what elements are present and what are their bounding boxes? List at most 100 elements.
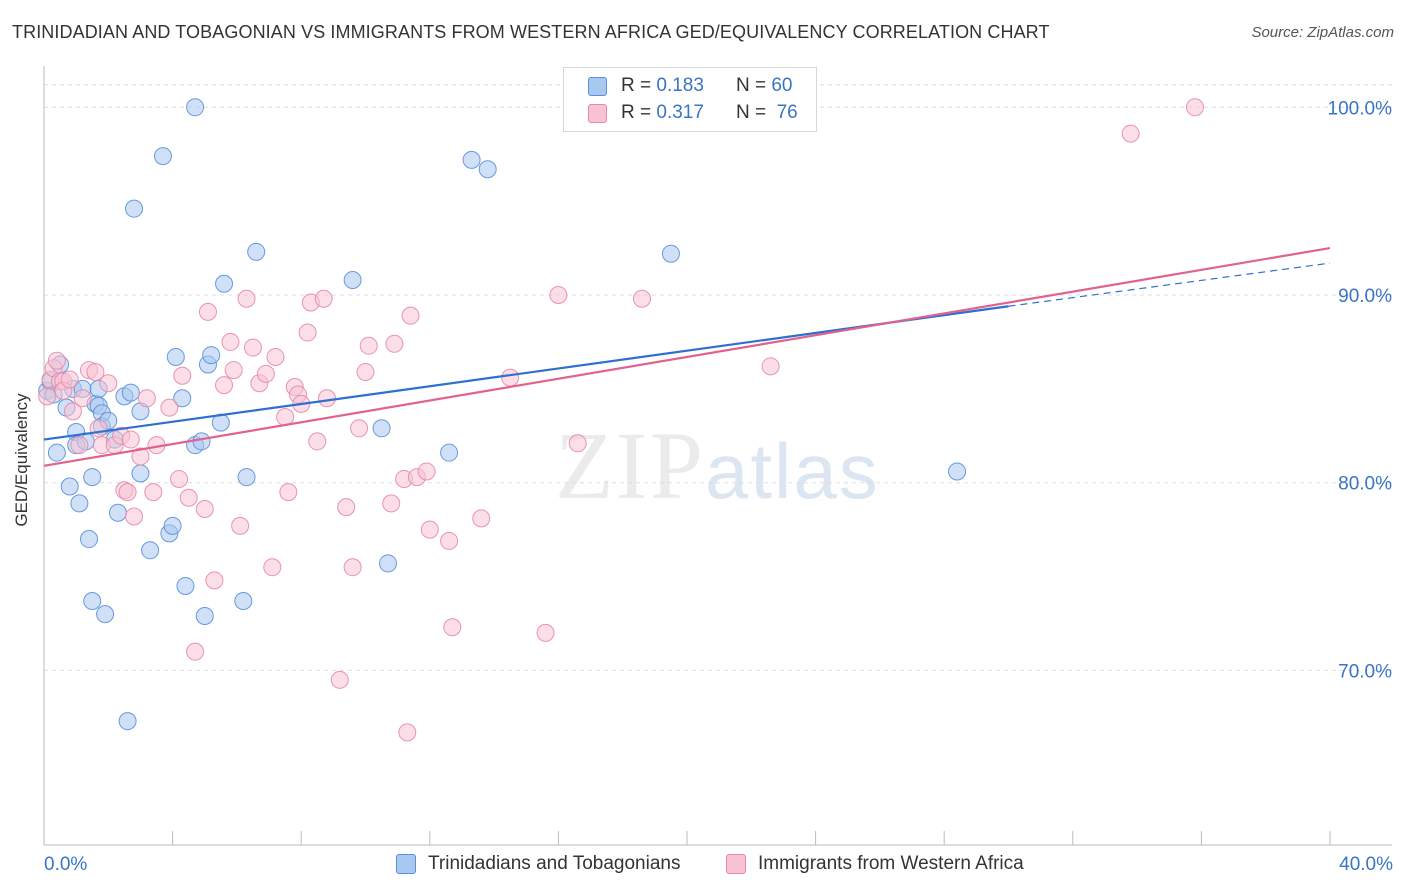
blue-data-point	[163, 516, 182, 535]
legend-swatch-pink	[588, 103, 607, 123]
pink-data-point	[1121, 124, 1140, 143]
pink-data-point	[761, 357, 780, 376]
legend-r-label: R =	[621, 75, 652, 96]
pink-data-point	[195, 499, 214, 518]
pink-data-point	[73, 389, 92, 408]
pink-data-point	[179, 488, 198, 507]
blue-data-point	[96, 605, 115, 624]
pink-data-point	[298, 323, 317, 342]
stats-legend: R = 0.183 N = 60 R = 0.317 N = 76	[563, 67, 817, 132]
blue-data-point	[372, 419, 391, 438]
blue-data-point	[83, 468, 102, 487]
blue-data-point	[192, 432, 211, 451]
pink-data-point	[170, 469, 189, 488]
blue-data-point	[343, 270, 362, 289]
pink-data-point	[243, 338, 262, 357]
watermark-zip: ZIP	[555, 412, 705, 519]
blue-data-point	[108, 503, 127, 522]
pink-data-point	[420, 520, 439, 539]
blue-data-point	[80, 530, 99, 549]
bottom-legend-label-series1: Trinidadians and Tobagonians	[428, 853, 681, 874]
pink-data-point	[186, 642, 205, 661]
blue-data-point	[462, 150, 481, 169]
pink-data-point	[70, 436, 89, 455]
pink-data-point	[38, 387, 57, 406]
pink-data-point	[350, 419, 369, 438]
pink-data-point	[60, 370, 79, 389]
legend-swatch-blue	[588, 76, 607, 96]
watermark-atlas: atlas	[705, 427, 880, 515]
pink-data-point	[173, 366, 192, 385]
blue-data-point	[70, 494, 89, 513]
y-tick-label: 80.0%	[1338, 474, 1392, 495]
pink-data-point	[501, 368, 520, 387]
blue-data-point	[661, 244, 680, 263]
pink-data-point	[337, 498, 356, 517]
blue-data-point	[131, 464, 150, 483]
legend-n-value-series1: 60	[771, 75, 793, 96]
blue-data-point	[118, 712, 137, 731]
y-axis-label: GED/Equivalency	[12, 393, 31, 527]
pink-data-point	[137, 389, 156, 408]
pink-data-point	[125, 507, 144, 526]
blue-data-point	[234, 591, 253, 610]
blue-data-point	[83, 591, 102, 610]
blue-data-point	[478, 160, 497, 179]
pink-data-point	[144, 483, 163, 502]
pink-data-point	[549, 286, 568, 305]
blue-data-point	[195, 606, 214, 625]
source-label: Source: ZipAtlas.com	[1251, 24, 1394, 41]
x-tick-label: 40.0%	[1339, 854, 1393, 875]
pink-data-point	[221, 332, 240, 351]
pink-data-point	[231, 516, 250, 535]
y-tick-label: 90.0%	[1338, 286, 1392, 307]
pink-data-point	[266, 347, 285, 366]
blue-trend-extension	[1008, 262, 1331, 307]
pink-data-point	[330, 670, 349, 689]
pink-data-point	[131, 447, 150, 466]
legend-r-value-series1: 0.183	[656, 75, 704, 96]
pink-data-point	[237, 289, 256, 308]
blue-data-point	[186, 98, 205, 117]
pink-data-point	[382, 494, 401, 513]
pink-data-point	[356, 362, 375, 381]
legend-row-series1: R = 0.183 N = 60	[588, 74, 792, 98]
pink-data-point	[198, 302, 217, 321]
blue-data-point	[173, 389, 192, 408]
watermark: ZIPatlas	[555, 410, 880, 521]
pink-data-point	[385, 334, 404, 353]
x-tick-label: 0.0%	[44, 854, 87, 875]
pink-data-point	[121, 430, 140, 449]
pink-data-point	[279, 483, 298, 502]
blue-data-point	[47, 443, 66, 462]
bottom-legend-series2: Immigrants from Western Africa	[726, 852, 1024, 876]
pink-data-point	[47, 351, 66, 370]
pink-data-point	[89, 419, 108, 438]
blue-data-point	[440, 443, 459, 462]
bottom-legend-series1: Trinidadians and Tobagonians	[396, 852, 680, 876]
pink-data-point	[86, 362, 105, 381]
pink-data-point	[314, 289, 333, 308]
blue-data-point	[153, 147, 172, 166]
blue-data-point	[237, 468, 256, 487]
pink-data-point	[63, 402, 82, 421]
pink-data-point	[118, 483, 137, 502]
pink-data-point	[401, 306, 420, 325]
pink-data-point	[205, 571, 224, 590]
pink-data-point	[632, 289, 651, 308]
blue-data-point	[379, 554, 398, 573]
blue-data-point	[948, 462, 967, 481]
pink-data-point	[417, 462, 436, 481]
blue-data-point	[166, 347, 185, 366]
pink-data-point	[160, 398, 179, 417]
pink-data-point	[215, 376, 234, 395]
blue-trend-line	[43, 305, 1009, 441]
pink-data-point	[317, 389, 336, 408]
blue-data-point	[247, 242, 266, 261]
bottom-legend-swatch-blue	[396, 854, 416, 874]
legend-n-label: N =	[735, 75, 767, 96]
pink-data-point	[263, 558, 282, 577]
pink-data-point	[398, 723, 417, 742]
blue-data-point	[141, 541, 160, 560]
